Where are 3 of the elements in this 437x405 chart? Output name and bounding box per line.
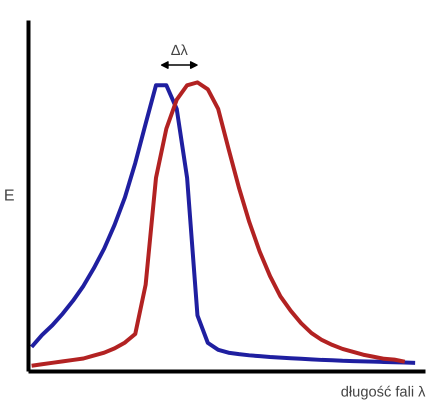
text: Δλ (170, 43, 189, 60)
y-axis-title: E (4, 188, 14, 204)
x-axis-title: długość fali λ (340, 384, 426, 400)
